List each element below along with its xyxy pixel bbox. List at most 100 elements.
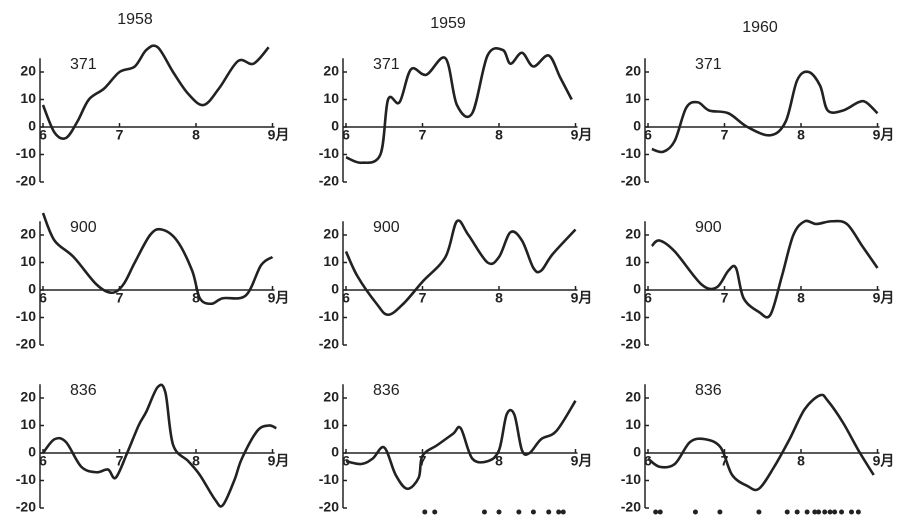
x-tick-label: 8 [495,290,503,306]
x-tick-label: 9月 [268,453,290,469]
x-tick-label: 8 [495,453,503,469]
y-tick-label: 20 [323,226,339,242]
x-tick-label: 9月 [571,453,593,469]
x-tick-label: 6 [39,453,47,469]
y-tick-label: -10 [16,308,36,324]
series-line [41,383,277,508]
event-dot [481,509,487,515]
y-tick-label: -20 [319,173,339,189]
event-dot [822,509,828,515]
y-tick-label: -20 [319,336,339,352]
y-tick-label: -20 [319,499,339,515]
event-dot [717,509,723,515]
chart-title: 1960 [742,19,778,36]
station-label: 900 [373,219,400,236]
station-label: 371 [373,56,400,73]
x-tick-label: 8 [797,290,805,306]
event-dot [516,509,522,515]
x-tick-label: 6 [39,127,47,143]
event-dot [546,509,552,515]
x-tick-label: 6 [644,290,652,306]
y-tick-label: -10 [16,145,36,161]
event-dot [855,509,861,515]
event-dot [816,509,822,515]
y-tick-label: -10 [319,145,339,161]
y-tick-label: 20 [323,389,339,405]
event-dot [848,509,854,515]
y-tick-label: 0 [633,281,641,297]
y-tick-label: 10 [20,253,36,269]
series-line [345,46,573,165]
x-tick-label: 7 [721,290,729,306]
y-tick-label: 0 [331,118,339,134]
x-tick-label: 7 [116,453,124,469]
y-tick-label: -10 [319,471,339,487]
x-tick-label: 8 [192,127,200,143]
x-tick-label: 7 [419,453,427,469]
station-label: 900 [695,219,722,236]
x-tick-label: 6 [342,127,350,143]
event-dot [832,509,838,515]
series-line [651,70,879,154]
event-dot [794,509,800,515]
x-tick-label: 9月 [268,290,290,306]
y-tick-label: -10 [621,471,641,487]
y-tick-label: 0 [28,444,36,460]
x-tick-label: 7 [419,290,427,306]
event-dot [756,509,762,515]
x-tick-label: 8 [797,453,805,469]
x-tick-label: 6 [644,453,652,469]
y-tick-label: 0 [28,118,36,134]
event-dot [422,509,428,515]
event-dot [560,509,566,515]
y-tick-label: 10 [323,90,339,106]
x-tick-label: 7 [721,453,729,469]
x-tick-label: 7 [116,290,124,306]
y-tick-label: 20 [20,389,36,405]
chart-title: 1958 [117,11,153,28]
x-tick-label: 8 [192,290,200,306]
y-tick-label: 10 [323,253,339,269]
event-dot [556,509,562,515]
y-tick-label: -10 [621,308,641,324]
y-tick-label: 20 [20,63,36,79]
series-line [41,44,270,140]
x-tick-label: 6 [342,290,350,306]
y-tick-label: 10 [20,416,36,432]
y-tick-label: 10 [625,253,641,269]
y-tick-label: 20 [20,226,36,242]
station-label: 900 [70,219,97,236]
series-line [650,219,879,319]
y-tick-label: -10 [621,145,641,161]
x-tick-label: 8 [192,453,200,469]
station-label: 836 [695,382,722,399]
y-tick-label: 20 [323,63,339,79]
x-tick-label: 6 [39,290,47,306]
chart-title: 1959 [430,15,466,32]
x-tick-label: 6 [644,127,652,143]
event-dot [784,509,790,515]
station-label: 371 [695,56,722,73]
y-tick-label: -20 [16,336,36,352]
event-dot [812,509,818,515]
x-tick-label: 9月 [873,127,895,143]
series-line [647,393,875,492]
x-tick-label: 9月 [268,127,290,143]
event-dot [692,509,698,515]
x-tick-label: 7 [419,127,427,143]
x-tick-label: 9月 [873,290,895,306]
y-tick-label: 0 [331,444,339,460]
y-tick-label: 0 [331,281,339,297]
station-label: 836 [373,382,400,399]
y-tick-label: 0 [633,444,641,460]
event-dot [804,509,810,515]
event-dot [496,509,502,515]
series-line [344,219,577,317]
station-label: 836 [70,382,97,399]
x-tick-label: 9月 [571,127,593,143]
y-tick-label: 10 [20,90,36,106]
y-tick-label: -20 [621,173,641,189]
y-tick-label: 20 [625,63,641,79]
x-tick-label: 8 [797,127,805,143]
